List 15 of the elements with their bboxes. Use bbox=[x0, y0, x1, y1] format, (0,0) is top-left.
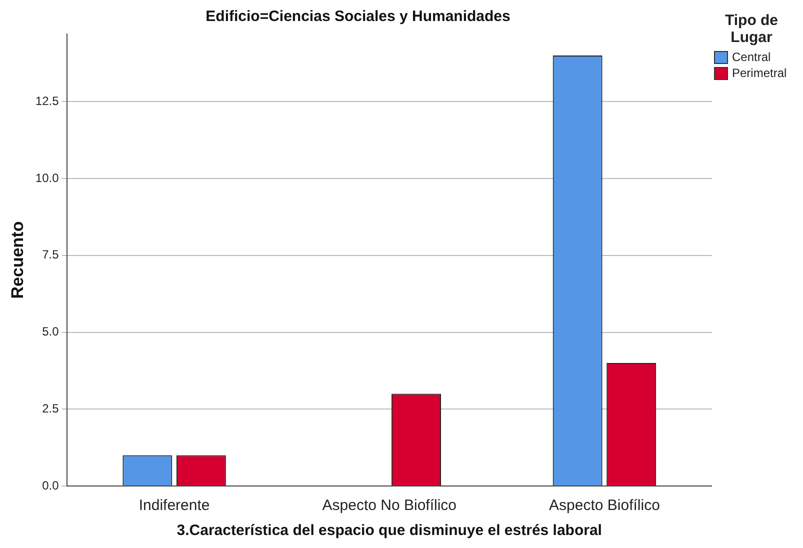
x-axis-title: 3.Característica del espacio que disminuye el estrés laboral bbox=[176, 522, 602, 540]
y-tick-label: 10.0 bbox=[35, 170, 60, 185]
y-tick-label: 7.5 bbox=[42, 248, 60, 262]
legend-label: Perimetral bbox=[732, 66, 787, 80]
y-tick-label: 5.0 bbox=[42, 324, 60, 339]
legend-title: Tipo de Lugar bbox=[724, 12, 780, 46]
chart-title: Edificio=Ciencias Sociales y Humanidades bbox=[206, 8, 510, 26]
x-tick-label: Aspecto No Biofílico bbox=[322, 497, 456, 514]
y-axis-title: Recuento bbox=[8, 221, 27, 299]
y-tick-label: 0.0 bbox=[42, 478, 60, 492]
legend-label: Central bbox=[732, 50, 771, 64]
y-tick-label: 12.5 bbox=[35, 94, 60, 108]
x-tick-label: Indiferente bbox=[138, 497, 210, 514]
x-tick-label: Aspecto Biofílico bbox=[549, 497, 660, 514]
y-tick-label: 2.5 bbox=[42, 401, 60, 416]
